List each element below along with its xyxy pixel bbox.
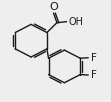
Text: O: O (50, 2, 58, 12)
Text: F: F (91, 70, 97, 80)
Text: OH: OH (68, 17, 83, 27)
Text: F: F (91, 53, 97, 63)
